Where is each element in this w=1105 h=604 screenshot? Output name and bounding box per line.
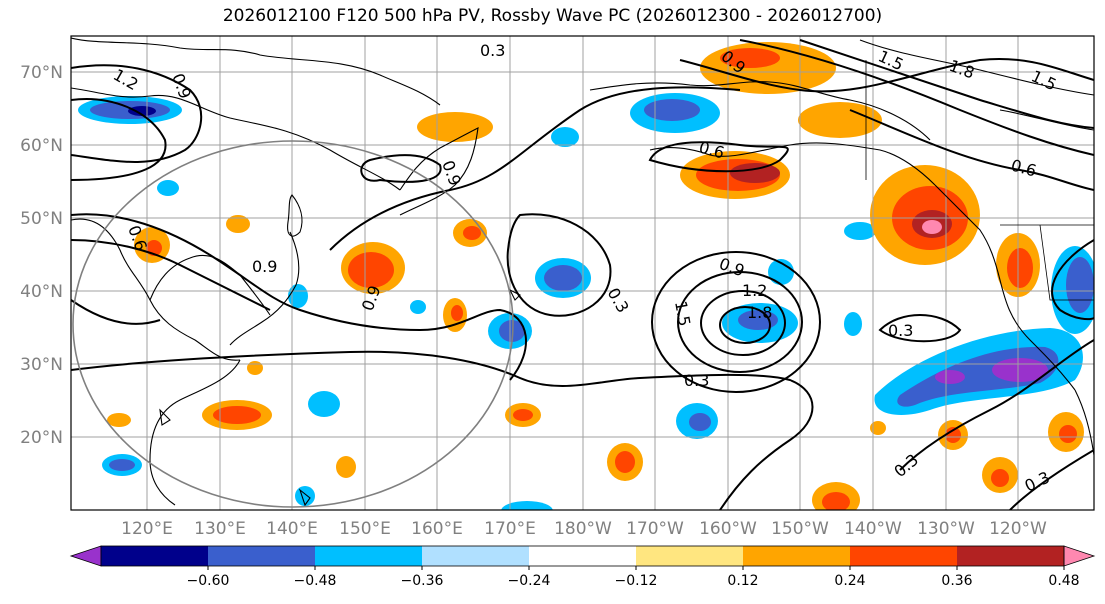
coastlines <box>71 37 1094 507</box>
colorbar-tick-label: −0.12 <box>615 573 658 589</box>
colorbar-segment <box>101 546 209 566</box>
colorbar: −0.60 −0.48 −0.36 −0.24 −0.12 0.12 0.24 0.36 0.4… <box>69 545 1096 589</box>
colorbar-segment <box>208 546 316 566</box>
reference-circle <box>72 140 514 508</box>
contour-label: 1.2 <box>742 281 767 300</box>
colorbar-segment <box>422 546 530 566</box>
lon-label: 180°W <box>554 519 612 539</box>
contour-label: 0.3 <box>480 41 505 60</box>
contour-label: 0.3 <box>684 371 709 390</box>
anomaly-shading <box>78 42 1094 510</box>
colorbar-segment <box>636 546 744 566</box>
lon-label: 120°W <box>989 519 1047 539</box>
lon-label: 140°W <box>844 519 902 539</box>
plot-frame <box>70 35 1095 511</box>
colorbar-tick-label: −0.36 <box>401 573 444 589</box>
lon-label: 170°E <box>484 519 536 539</box>
lon-label: 160°E <box>411 519 463 539</box>
contour-label: 1.5 <box>671 299 694 327</box>
colorbar-extend-low <box>69 545 102 567</box>
colorbar-segment <box>957 546 1065 566</box>
lon-label: 160°W <box>699 519 757 539</box>
lon-label: 170°W <box>626 519 684 539</box>
lon-label: 130°E <box>194 519 246 539</box>
map-title: 2026012100 F120 500 hPa PV, Rossby Wave … <box>222 6 883 26</box>
colorbar-tick-label: 0.48 <box>1048 573 1079 589</box>
colorbar-segment <box>315 546 423 566</box>
lat-label: 70°N <box>20 63 63 83</box>
lon-label: 150°W <box>771 519 829 539</box>
pv-contours <box>71 39 1094 510</box>
contour-label: 0.9 <box>252 257 277 276</box>
colorbar-tick-label: 0.12 <box>727 573 758 589</box>
lon-label: 150°E <box>339 519 391 539</box>
colorbar-tick-label: −0.60 <box>187 573 230 589</box>
contour-label: 1.8 <box>747 303 772 322</box>
lon-label: 140°E <box>266 519 318 539</box>
lon-label: 120°E <box>121 519 173 539</box>
latitude-labels: 20°N 30°N 40°N 50°N 60°N 70°N <box>20 63 63 448</box>
colorbar-tick-label: −0.24 <box>508 573 551 589</box>
colorbar-tick-label: 0.24 <box>834 573 865 589</box>
colorbar-frame <box>100 545 1065 567</box>
lat-label: 50°N <box>20 209 63 229</box>
colorbar-segment <box>743 546 851 566</box>
lon-label: 130°W <box>917 519 975 539</box>
lat-label: 20°N <box>20 428 63 448</box>
colorbar-segment <box>529 546 637 566</box>
colorbar-extend-high <box>1063 545 1096 567</box>
longitude-labels: 120°E 130°E 140°E 150°E 160°E 170°E 180°… <box>121 519 1047 539</box>
colorbar-tick-label: 0.36 <box>941 573 972 589</box>
colorbar-segment <box>850 546 958 566</box>
colorbar-tick-label: −0.48 <box>294 573 337 589</box>
contour-label: 0.3 <box>888 321 913 340</box>
lat-label: 40°N <box>20 282 63 302</box>
lat-label: 60°N <box>20 136 63 156</box>
lat-label: 30°N <box>20 355 63 375</box>
